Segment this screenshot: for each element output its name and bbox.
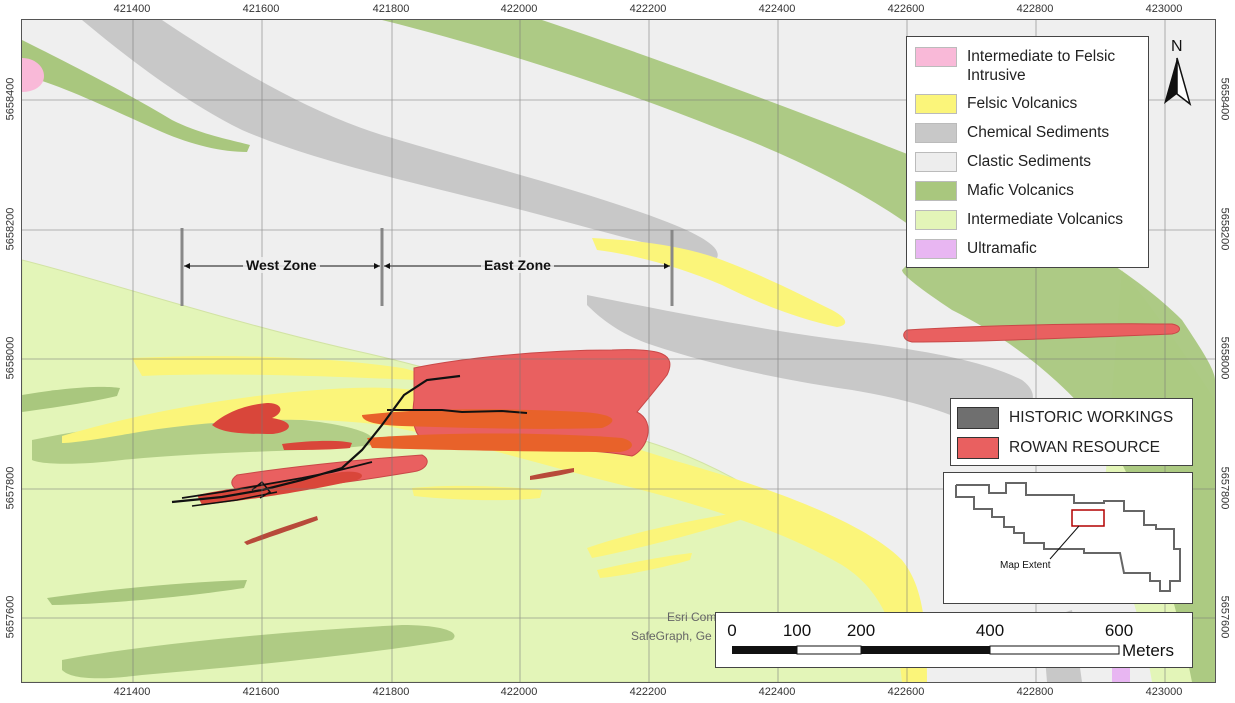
north-arrow-label: N [1171, 38, 1183, 55]
easting-tick-top: 422400 [758, 3, 796, 15]
northing-tick-left: 5658000 [4, 336, 17, 380]
historic-workings-decline [171, 374, 461, 504]
mafic-volcanics-lens-2 [22, 386, 120, 412]
historic-workings-drift-west [181, 461, 373, 499]
easting-tick-top: 422200 [629, 3, 667, 15]
easting-tick-bottom: 422400 [758, 686, 796, 698]
scale-bar-graphic [732, 645, 1120, 655]
legend-swatch [915, 152, 957, 172]
scale-label: 0 [727, 621, 737, 640]
easting-tick-bottom: 422200 [629, 686, 667, 698]
legend-label: ROWAN RESOURCE [1009, 439, 1160, 456]
northing-tick-left: 5658400 [4, 77, 17, 121]
legend-item: Felsic Volcanics [915, 94, 1147, 114]
scale-label: 100 [782, 621, 812, 640]
legend-item: Ultramafic [915, 239, 1147, 259]
legend-label: HISTORIC WORKINGS [1009, 409, 1174, 426]
legend-item: Intermediate Volcanics [915, 210, 1147, 230]
resource-legend: HISTORIC WORKINGS ROWAN RESOURCE [950, 398, 1193, 466]
chemical-sediments-2 [587, 295, 1033, 440]
rowan-resource-blob-west [212, 403, 289, 434]
felsic-volcanics-lens-s2 [587, 512, 742, 558]
legend-item: Clastic Sediments [915, 152, 1147, 172]
rowan-resource-lens-2 [244, 516, 318, 545]
geology-legend: Intermediate to Felsic Intrusive Felsic … [906, 36, 1149, 268]
attribution-line-1: Esri Com [667, 610, 717, 624]
easting-tick-top: 421400 [113, 3, 151, 15]
legend-label: Clastic Sediments [967, 153, 1092, 170]
legend-swatch [957, 437, 999, 459]
easting-tick-top: 422600 [887, 3, 925, 15]
northing-tick-right: 5658400 [1218, 77, 1231, 121]
northing-tick-right: 5657600 [1218, 595, 1231, 639]
legend-label: Chemical Sediments [967, 124, 1110, 141]
easting-tick-bottom: 421600 [242, 686, 280, 698]
legend-swatch [915, 181, 957, 201]
easting-tick-bottom: 422000 [500, 686, 538, 698]
easting-tick-top: 422000 [500, 3, 538, 15]
easting-tick-bottom: 421400 [113, 686, 151, 698]
scale-label: 600 [1104, 621, 1134, 640]
historic-workings-drift-east [387, 409, 528, 414]
mafic-volcanics-lens-3 [47, 580, 247, 605]
legend-swatch [915, 239, 957, 259]
scale-label: 400 [975, 621, 1005, 640]
easting-tick-top: 421800 [372, 3, 410, 15]
north-arrow-icon [1164, 57, 1192, 106]
legend-label: Mafic Volcanics [967, 182, 1074, 199]
legend-label: Intermediate Volcanics [967, 211, 1123, 228]
rowan-resource-west-core [197, 471, 362, 505]
chemical-sediments-1 [82, 20, 718, 258]
legend-item: HISTORIC WORKINGS [957, 407, 1173, 429]
felsic-volcanics-lens-east [592, 238, 846, 327]
easting-tick-bottom: 421800 [372, 686, 410, 698]
northing-tick-left: 5657600 [4, 595, 17, 639]
historic-workings-stub-2 [191, 491, 278, 507]
rowan-resource-east [903, 323, 1180, 343]
legend-item: ROWAN RESOURCE [957, 437, 1160, 459]
legend-swatch [915, 94, 957, 114]
scale-bar: 0 100 200 400 600 Meters [715, 612, 1193, 668]
legend-item: Chemical Sediments [915, 123, 1147, 143]
scale-unit: Meters [1122, 641, 1174, 660]
legend-swatch [915, 47, 957, 67]
easting-tick-bottom: 423000 [1145, 686, 1183, 698]
felsic-volcanics-strip [132, 356, 422, 380]
easting-tick-bottom: 422600 [887, 686, 925, 698]
felsic-volcanics-lens-s3 [597, 553, 692, 578]
northing-tick-right: 5658200 [1218, 207, 1231, 251]
legend-swatch [957, 407, 999, 429]
scale-label: 200 [846, 621, 876, 640]
legend-swatch [915, 210, 957, 230]
map-extent-label: Map Extent [1000, 560, 1051, 571]
legend-swatch [915, 123, 957, 143]
mafic-volcanics-nw [22, 40, 250, 152]
northing-tick-right: 5657800 [1218, 466, 1231, 510]
rowan-resource-orange-2 [367, 433, 632, 452]
property-outline [955, 482, 1181, 592]
rowan-resource-lens-1 [282, 440, 352, 450]
legend-item: Mafic Volcanics [915, 181, 1147, 201]
rowan-resource-lens-3 [530, 468, 574, 480]
inset-map: Map Extent [943, 472, 1193, 604]
easting-tick-top: 422800 [1016, 3, 1054, 15]
legend-label: Felsic Volcanics [967, 95, 1078, 112]
easting-tick-top: 421600 [242, 3, 280, 15]
intrusive-nw [22, 58, 44, 92]
east-zone-label: East Zone [481, 257, 554, 273]
easting-tick-top: 423000 [1145, 3, 1183, 15]
west-zone-label: West Zone [243, 257, 320, 273]
mafic-volcanics-lens-4 [62, 625, 455, 679]
northing-tick-left: 5657800 [4, 466, 17, 510]
easting-tick-bottom: 422800 [1016, 686, 1054, 698]
northing-tick-left: 5658200 [4, 207, 17, 251]
legend-label: Ultramafic [967, 240, 1037, 257]
legend-item: Intermediate to Felsic Intrusive [915, 47, 1147, 85]
legend-label: Intermediate to Felsic Intrusive [967, 48, 1116, 84]
felsic-volcanics-lens-s1 [412, 485, 542, 501]
rowan-resource-orange-1 [362, 409, 613, 429]
attribution-line-2: SafeGraph, Ge [631, 629, 712, 643]
mafic-volcanics-ne [382, 20, 1215, 682]
northing-tick-right: 5658000 [1218, 336, 1231, 380]
